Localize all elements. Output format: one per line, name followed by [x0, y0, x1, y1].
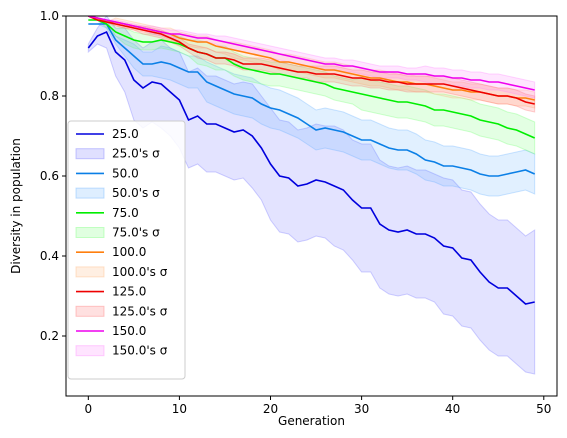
series-line-1 — [88, 23, 536, 177]
x-tick-label: 10 — [172, 402, 187, 416]
legend-entry-label: 75.0's σ — [112, 226, 160, 240]
series-line-4 — [87, 16, 535, 105]
y-tick-label: 0.4 — [40, 249, 59, 263]
y-tick-label: 1.0 — [40, 9, 59, 23]
legend-entry-label: 150.0 — [112, 324, 146, 338]
y-tick-label: 0.6 — [40, 169, 59, 183]
legend-band-swatch — [75, 305, 105, 317]
legend-entry-label: 75.0 — [112, 206, 139, 220]
legend-entry-label: 50.0 — [112, 166, 139, 180]
y-axis-label: Diversity in population — [9, 138, 23, 274]
series-line-0 — [87, 30, 535, 305]
x-tick-label: 30 — [354, 402, 369, 416]
x-tick-label: 20 — [263, 402, 278, 416]
legend-band-swatch — [75, 345, 105, 357]
legend-entry-label: 100.0's σ — [112, 265, 168, 279]
legend-band-swatch — [75, 266, 105, 278]
legend-entry-label: 125.0 — [112, 285, 146, 299]
legend-entry-label: 25.0 — [112, 127, 139, 141]
legend-entry-label: 125.0's σ — [112, 304, 168, 318]
x-tick-label: 50 — [536, 402, 551, 416]
x-axis-ticks: 0 10 20 30 40 50 — [84, 396, 551, 416]
y-tick-label: 0.2 — [40, 329, 59, 343]
series-line-5 — [88, 16, 535, 91]
x-tick-label: 40 — [445, 402, 460, 416]
legend-entry-label: 25.0's σ — [112, 147, 160, 161]
x-axis-label: Generation — [278, 414, 345, 428]
legend: 25.0 25.0's σ 50.0 50.0's σ 75.0 75.0's σ 100.… — [67, 120, 186, 380]
legend-entry-label: 100.0 — [112, 245, 146, 259]
legend-entry-label: 50.0's σ — [112, 186, 160, 200]
y-tick-label: 0.8 — [40, 89, 59, 103]
x-tick-label: 0 — [84, 402, 92, 416]
legend-band-swatch — [75, 227, 105, 238]
sigma-band-0 — [87, 16, 536, 375]
plot-area-frame — [65, 15, 558, 397]
series-line-2 — [88, 19, 536, 139]
sigma-bands — [87, 16, 536, 375]
series-lines — [87, 16, 536, 305]
legend-band-swatch — [75, 187, 105, 199]
legend-box — [67, 120, 186, 380]
y-axis-ticks: 0.2 0.4 0.6 0.8 1.0 — [40, 9, 66, 343]
legend-band-swatch — [75, 148, 105, 160]
legend-entry-label: 150.0's σ — [112, 344, 168, 358]
